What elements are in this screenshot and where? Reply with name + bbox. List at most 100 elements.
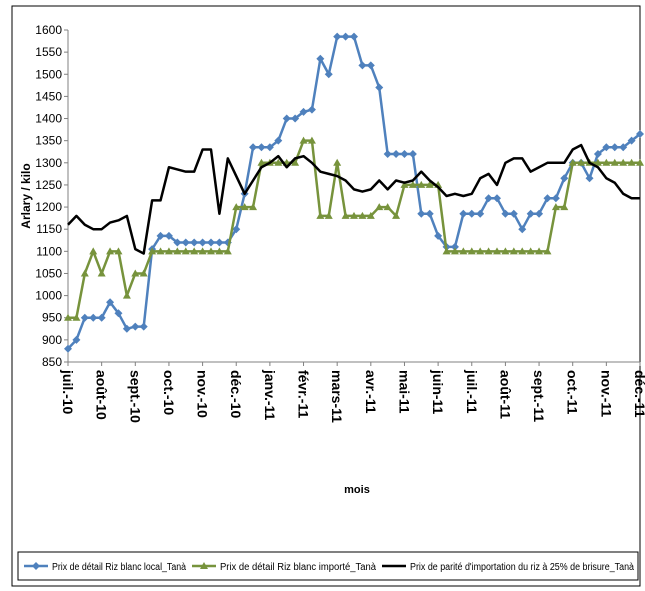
series-marker — [619, 158, 628, 166]
series-marker — [89, 247, 98, 255]
series-marker — [106, 247, 115, 255]
x-tick-label: sept.-11 — [531, 370, 547, 422]
series-marker — [215, 247, 224, 255]
series-marker — [493, 247, 501, 255]
series-marker — [333, 158, 342, 166]
y-tick-label: 1450 — [35, 89, 62, 103]
y-tick-label: 1200 — [35, 200, 62, 214]
series-marker — [518, 225, 527, 234]
y-axis-label: Arlary / kilo — [19, 163, 33, 228]
series-marker — [257, 158, 266, 166]
series-marker — [223, 247, 232, 255]
series-line — [68, 139, 640, 319]
series-marker — [131, 322, 140, 331]
series-marker — [383, 203, 392, 211]
series-marker — [358, 211, 367, 219]
series-marker — [299, 107, 308, 116]
series-marker — [122, 324, 131, 333]
series-marker — [434, 231, 443, 240]
series-marker — [585, 174, 594, 183]
series-marker — [80, 269, 89, 277]
series-marker — [282, 114, 291, 123]
series-marker — [526, 209, 535, 218]
series-marker — [535, 209, 544, 218]
series-marker — [619, 143, 628, 152]
series-marker — [526, 247, 535, 255]
y-tick-label: 1400 — [35, 112, 62, 126]
series-marker — [467, 247, 476, 255]
x-tick-label: août-10 — [94, 370, 110, 420]
series-marker — [375, 203, 384, 211]
x-tick-label: janv.-11 — [262, 369, 278, 421]
series-marker — [265, 143, 274, 152]
legend-box — [17, 551, 639, 581]
series-marker — [181, 247, 190, 255]
x-tick-label: févr.-11 — [296, 370, 312, 418]
series-marker — [383, 149, 392, 158]
legend-label: Prix de parité d'importation du riz à 25… — [410, 562, 634, 573]
series-marker — [459, 209, 468, 218]
series-marker — [122, 291, 131, 299]
series-marker — [442, 247, 451, 255]
series-marker — [476, 209, 485, 218]
series-marker — [459, 247, 468, 255]
series-marker — [358, 61, 367, 70]
series-marker — [64, 344, 72, 353]
series-marker — [568, 158, 577, 166]
series-line — [67, 143, 640, 255]
series-marker — [627, 136, 636, 145]
y-tick-label: 950 — [42, 311, 62, 325]
legend-label: Prix de détail Riz blanc local_Tanà — [52, 562, 186, 573]
series-marker — [593, 149, 602, 158]
series-marker — [89, 313, 98, 322]
series-marker — [316, 211, 325, 219]
series-marker — [97, 313, 106, 322]
x-tick-label: juil.-11 — [464, 369, 480, 414]
y-tick-label: 850 — [42, 355, 62, 369]
y-tick-label: 1550 — [35, 45, 62, 59]
series-marker — [139, 269, 148, 277]
series-marker — [366, 61, 375, 70]
series-marker — [577, 158, 586, 166]
series-marker — [249, 143, 258, 152]
series-marker — [190, 238, 199, 247]
series-marker — [543, 247, 552, 255]
series-marker — [610, 143, 619, 152]
x-tick-label: sept.-10 — [127, 370, 143, 423]
x-tick-label: août-11 — [497, 370, 513, 419]
series-line — [67, 35, 641, 350]
series-marker — [316, 54, 325, 63]
series-marker — [392, 211, 401, 219]
series-marker — [131, 269, 140, 277]
y-tick-label: 1250 — [35, 178, 62, 192]
series-marker — [114, 247, 123, 255]
series-marker — [593, 158, 602, 166]
series-marker — [551, 194, 560, 203]
chart-border — [11, 5, 641, 587]
series-marker — [291, 158, 300, 166]
series-marker — [476, 247, 485, 255]
series-marker — [324, 211, 333, 219]
series-marker — [307, 136, 316, 144]
series-marker — [341, 211, 350, 219]
series-marker — [417, 180, 426, 188]
series-marker — [350, 211, 358, 219]
x-tick-label: nov.-11 — [598, 370, 614, 417]
series-marker — [400, 149, 409, 158]
series-marker — [114, 309, 123, 318]
series-marker — [299, 136, 308, 144]
series-marker — [392, 149, 401, 158]
x-tick-label: mai-11 — [396, 370, 412, 414]
series-marker — [375, 83, 384, 92]
legend-marker — [200, 562, 208, 569]
series-marker — [636, 158, 644, 166]
series-marker — [417, 209, 426, 218]
series-marker — [156, 231, 165, 240]
series-marker — [80, 313, 89, 322]
series-marker — [97, 269, 106, 277]
series-marker — [543, 194, 552, 203]
legend-label: Prix de détail Riz blanc importé_Tanà — [220, 562, 376, 573]
x-tick-label: nov.-10 — [195, 370, 211, 418]
x-tick-label: oct.-10 — [161, 370, 177, 415]
series-marker — [307, 105, 316, 114]
